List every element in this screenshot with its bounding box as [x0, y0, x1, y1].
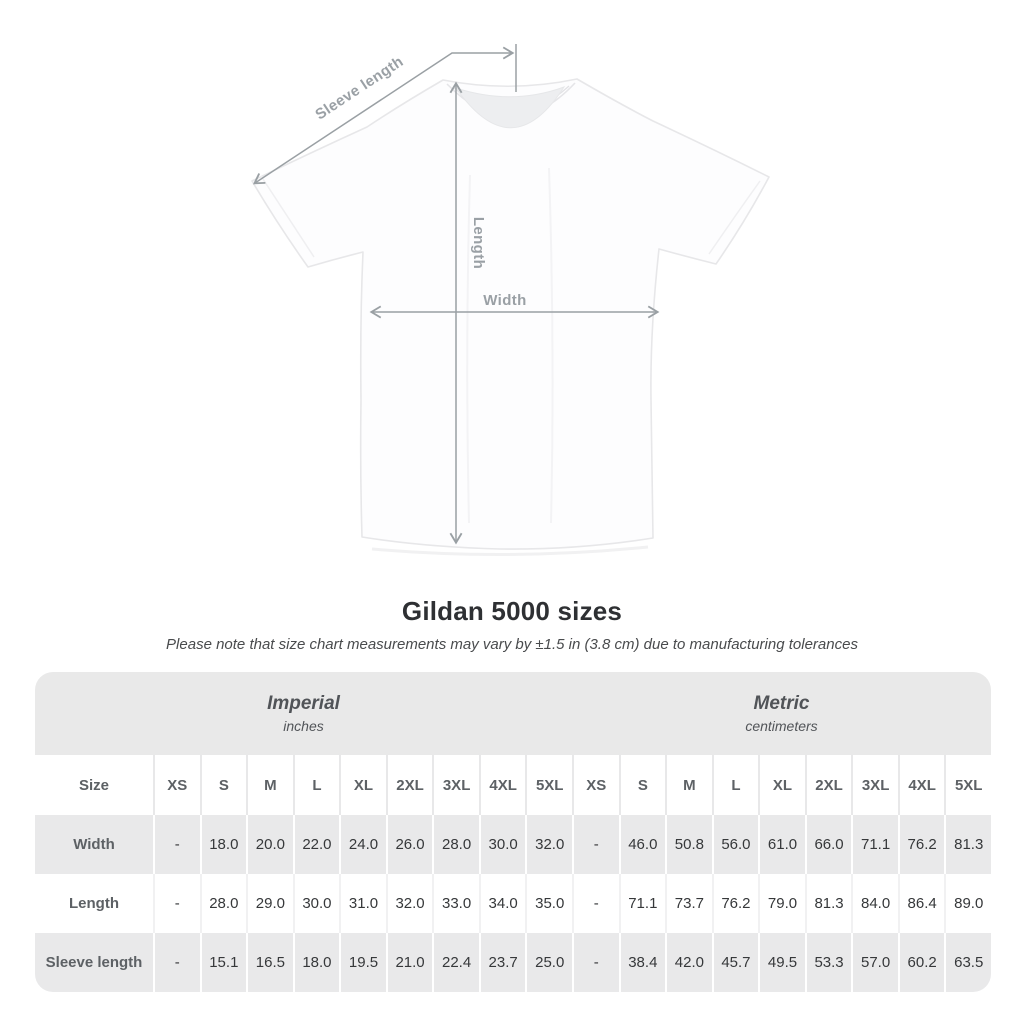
imperial-group-unit: inches — [283, 718, 324, 734]
value-cell: - — [153, 815, 200, 874]
value-cell: 20.0 — [246, 815, 293, 874]
imperial-group-title: Imperial — [267, 693, 340, 714]
size-header-imperial: 2XL — [385, 755, 433, 815]
tshirt-body — [251, 78, 770, 550]
size-header-imperial: 5XL — [525, 755, 572, 815]
value-cell: 81.3 — [804, 874, 852, 933]
value-cell: - — [153, 874, 200, 933]
value-cell: - — [572, 933, 619, 992]
value-cell: 32.0 — [385, 874, 433, 933]
value-cell: 71.1 — [618, 874, 666, 933]
sleeve-hem-stitch-right — [708, 180, 761, 255]
value-cell: 34.0 — [478, 874, 526, 933]
page-title: Gildan 5000 sizes — [401, 596, 623, 626]
tshirt-measurement-diagram: Sleeve length Length Width — [251, 44, 770, 557]
value-cell: 25.0 — [525, 933, 572, 992]
sleeve-length-arrow — [252, 46, 515, 185]
size-header-metric: 4XL — [897, 755, 945, 815]
value-cell: 35.0 — [525, 874, 572, 933]
value-cell: - — [153, 933, 200, 992]
metric-group-unit: centimeters — [745, 718, 818, 734]
size-header-imperial: M — [246, 755, 293, 815]
value-cell: 61.0 — [758, 815, 805, 874]
value-cell: 19.5 — [339, 933, 386, 992]
size-grid: Size XS S M L XL 2XL 3XL 4XL 5XL XS S M … — [35, 755, 991, 992]
value-cell: 22.4 — [432, 933, 479, 992]
value-cell: 23.7 — [478, 933, 526, 992]
tolerance-note: Please note that size chart measurements… — [166, 636, 858, 653]
value-cell: 76.2 — [897, 815, 945, 874]
hem-shadow — [371, 545, 649, 557]
value-cell: 46.0 — [618, 815, 666, 874]
fold-line — [466, 174, 471, 524]
value-cell: 50.8 — [665, 815, 712, 874]
size-header-imperial: 4XL — [478, 755, 526, 815]
value-cell: 28.0 — [432, 815, 479, 874]
value-cell: 31.0 — [339, 874, 386, 933]
size-header-imperial: 3XL — [432, 755, 479, 815]
value-cell: 86.4 — [897, 874, 945, 933]
size-header-metric: XL — [758, 755, 805, 815]
value-cell: 18.0 — [292, 933, 340, 992]
size-header-imperial: XL — [339, 755, 386, 815]
value-cell: 76.2 — [711, 874, 759, 933]
value-cell: 79.0 — [758, 874, 805, 933]
size-header-metric: L — [711, 755, 759, 815]
value-cell: 21.0 — [385, 933, 433, 992]
value-cell: 29.0 — [246, 874, 293, 933]
size-column-header: Size — [35, 755, 153, 815]
size-header-imperial: L — [292, 755, 340, 815]
size-header-metric: 2XL — [804, 755, 852, 815]
value-cell: 84.0 — [851, 874, 898, 933]
value-cell: 26.0 — [385, 815, 433, 874]
value-cell: 16.5 — [246, 933, 293, 992]
size-header-metric: XS — [572, 755, 619, 815]
value-cell: 71.1 — [851, 815, 898, 874]
size-header-imperial: S — [199, 755, 247, 815]
value-cell: 66.0 — [804, 815, 852, 874]
value-cell: 15.1 — [199, 933, 247, 992]
metric-group-title: Metric — [753, 693, 810, 714]
row-label-sleeve-length: Sleeve length — [35, 933, 153, 992]
value-cell: 45.7 — [711, 933, 759, 992]
row-label-length: Length — [35, 874, 153, 933]
value-cell: 73.7 — [665, 874, 712, 933]
value-cell: 63.5 — [944, 933, 991, 992]
imperial-group-header: Imperial inches — [35, 672, 572, 755]
title-block: Gildan 5000 sizes Please note that size … — [0, 596, 1024, 653]
value-cell: 30.0 — [478, 815, 526, 874]
value-cell: 38.4 — [618, 933, 666, 992]
length-label: Length — [470, 217, 487, 269]
size-header-imperial: XS — [153, 755, 200, 815]
value-cell: 18.0 — [199, 815, 247, 874]
value-cell: 28.0 — [199, 874, 247, 933]
row-label-width: Width — [35, 815, 153, 874]
width-label: Width — [483, 292, 527, 309]
value-cell: 24.0 — [339, 815, 386, 874]
fold-line — [548, 167, 554, 524]
size-header-metric: 5XL — [944, 755, 991, 815]
value-cell: 33.0 — [432, 874, 479, 933]
value-cell: 49.5 — [758, 933, 805, 992]
value-cell: 53.3 — [804, 933, 852, 992]
value-cell: 32.0 — [525, 815, 572, 874]
value-cell: 57.0 — [851, 933, 898, 992]
size-header-metric: 3XL — [851, 755, 898, 815]
size-table: Imperial inches Metric centimeters Size … — [35, 672, 991, 992]
size-header-metric: S — [618, 755, 666, 815]
unit-group-band: Imperial inches Metric centimeters — [35, 672, 991, 755]
value-cell: - — [572, 874, 619, 933]
size-header-metric: M — [665, 755, 712, 815]
value-cell: 30.0 — [292, 874, 340, 933]
value-cell: 60.2 — [897, 933, 945, 992]
value-cell: - — [572, 815, 619, 874]
value-cell: 56.0 — [711, 815, 759, 874]
value-cell: 22.0 — [292, 815, 340, 874]
tshirt-illustration — [251, 78, 770, 557]
value-cell: 42.0 — [665, 933, 712, 992]
value-cell: 81.3 — [944, 815, 991, 874]
metric-group-header: Metric centimeters — [572, 672, 991, 755]
value-cell: 89.0 — [944, 874, 991, 933]
